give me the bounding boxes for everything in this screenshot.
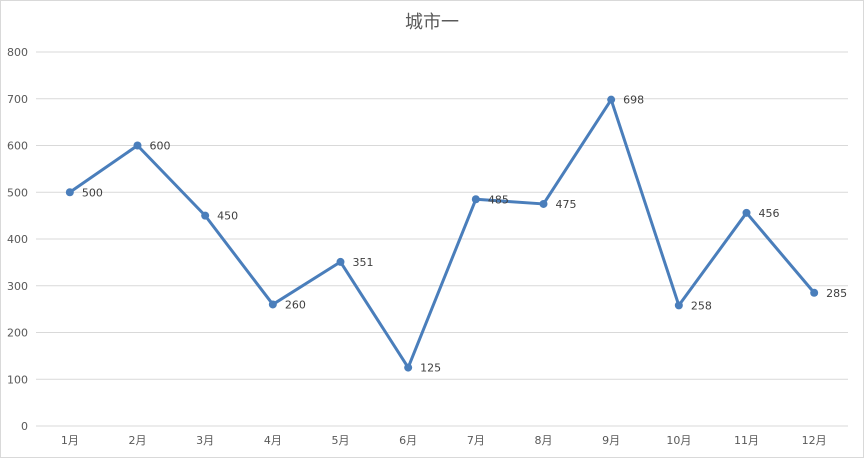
- data-point: [810, 288, 819, 297]
- data-point: [133, 141, 142, 150]
- y-tick-label: 0: [21, 420, 28, 433]
- data-label: 698: [623, 94, 644, 107]
- y-tick-label: 700: [7, 93, 28, 106]
- chart-title: 城市一: [405, 12, 459, 33]
- data-label: 285: [826, 287, 847, 300]
- data-point: [742, 208, 751, 217]
- y-tick-label: 500: [7, 186, 28, 199]
- data-point: [65, 188, 74, 197]
- y-tick-label: 200: [7, 327, 28, 340]
- series-line: [68, 98, 816, 370]
- data-label: 485: [488, 193, 509, 206]
- data-point: [607, 95, 616, 104]
- x-tick-label: 4月: [264, 434, 282, 447]
- x-tick-label: 12月: [802, 434, 827, 447]
- x-tick-label: 8月: [535, 434, 553, 447]
- data-label: 351: [353, 256, 374, 269]
- data-label: 125: [420, 362, 441, 375]
- data-label: 260: [285, 298, 306, 311]
- x-tick-label: 1月: [61, 434, 79, 447]
- x-tick-label: 3月: [196, 434, 214, 447]
- data-point: [404, 363, 413, 372]
- y-tick-label: 600: [7, 140, 28, 153]
- x-tick-label: 11月: [734, 434, 759, 447]
- data-point: [539, 199, 548, 208]
- data-point: [674, 301, 683, 310]
- x-tick-label: 5月: [332, 434, 350, 447]
- y-tick-label: 400: [7, 233, 28, 246]
- y-tick-label: 300: [7, 280, 28, 293]
- x-tick-label: 7月: [467, 434, 485, 447]
- y-tick-label: 800: [7, 46, 28, 59]
- data-label: 600: [150, 140, 171, 153]
- data-label: 450: [217, 210, 238, 223]
- x-tick-label: 6月: [399, 434, 417, 447]
- x-tick-label: 2月: [129, 434, 147, 447]
- data-label: 475: [556, 198, 577, 211]
- data-point: [471, 195, 480, 204]
- data-point: [201, 211, 210, 220]
- y-tick-label: 100: [7, 373, 28, 386]
- data-label: 500: [82, 186, 103, 199]
- data-point: [336, 257, 345, 266]
- data-point: [268, 300, 277, 309]
- data-label: 456: [759, 207, 780, 220]
- x-tick-label: 10月: [666, 434, 691, 447]
- x-tick-label: 9月: [602, 434, 620, 447]
- data-label: 258: [691, 299, 712, 312]
